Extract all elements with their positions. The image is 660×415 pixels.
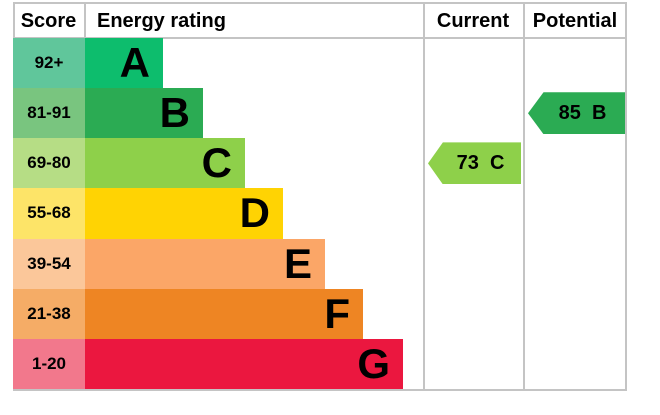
score-range-label: 1-20 xyxy=(13,338,85,389)
score-range-label: 81-91 xyxy=(13,88,85,139)
score-column-left-line xyxy=(13,2,15,38)
rating-bar-d: D xyxy=(85,188,283,239)
score-rating-divider-line xyxy=(84,2,86,38)
potential-column-header: Potential xyxy=(532,10,618,32)
potential-rating-arrow: 85 B xyxy=(528,92,625,135)
energy-band-row-g: 1-20 G xyxy=(13,338,627,389)
potential-column-left-line xyxy=(523,2,525,390)
energy-band-row-b: 81-91 B xyxy=(13,88,627,139)
rating-letter: F xyxy=(324,289,350,337)
rating-bar-e: E xyxy=(85,238,325,289)
rating-letter: B xyxy=(159,89,190,137)
rating-letter: A xyxy=(119,39,150,87)
rating-bar-b: B xyxy=(85,88,203,139)
energy-rating-column-header: Energy rating xyxy=(97,10,226,32)
score-range-label: 92+ xyxy=(13,38,85,89)
rating-bar-f: F xyxy=(85,288,363,339)
rating-letter: G xyxy=(357,339,390,387)
score-range-label: 69-80 xyxy=(13,138,85,189)
score-range-label: 55-68 xyxy=(13,188,85,239)
current-column-left-line xyxy=(423,2,425,390)
energy-band-row-e: 39-54 E xyxy=(13,238,627,289)
rating-bar-c: C xyxy=(85,138,245,189)
right-border-line xyxy=(625,2,627,390)
header-divider-line xyxy=(13,37,627,39)
score-column-header: Score xyxy=(20,10,77,32)
current-column-header: Current xyxy=(436,10,510,32)
energy-band-row-d: 55-68 D xyxy=(13,188,627,239)
energy-bands: 92+ A 81-91 B 69-80 C 55-68 D 39-54 E 21-38 F 1-20 G xyxy=(13,38,627,389)
rating-letter: E xyxy=(283,239,312,287)
rating-letter: C xyxy=(201,139,232,187)
score-range-label: 39-54 xyxy=(13,238,85,289)
current-rating-arrow: 73 C xyxy=(428,142,521,185)
rating-letter: D xyxy=(239,189,270,237)
energy-band-row-a: 92+ A xyxy=(13,38,627,89)
rating-bar-a: A xyxy=(85,38,163,89)
rating-bar-g: G xyxy=(85,338,403,389)
energy-band-row-f: 21-38 F xyxy=(13,288,627,339)
top-border-line xyxy=(13,2,627,4)
score-range-label: 21-38 xyxy=(13,288,85,339)
bottom-border-line xyxy=(13,389,627,391)
energy-band-row-c: 69-80 C xyxy=(13,138,627,189)
